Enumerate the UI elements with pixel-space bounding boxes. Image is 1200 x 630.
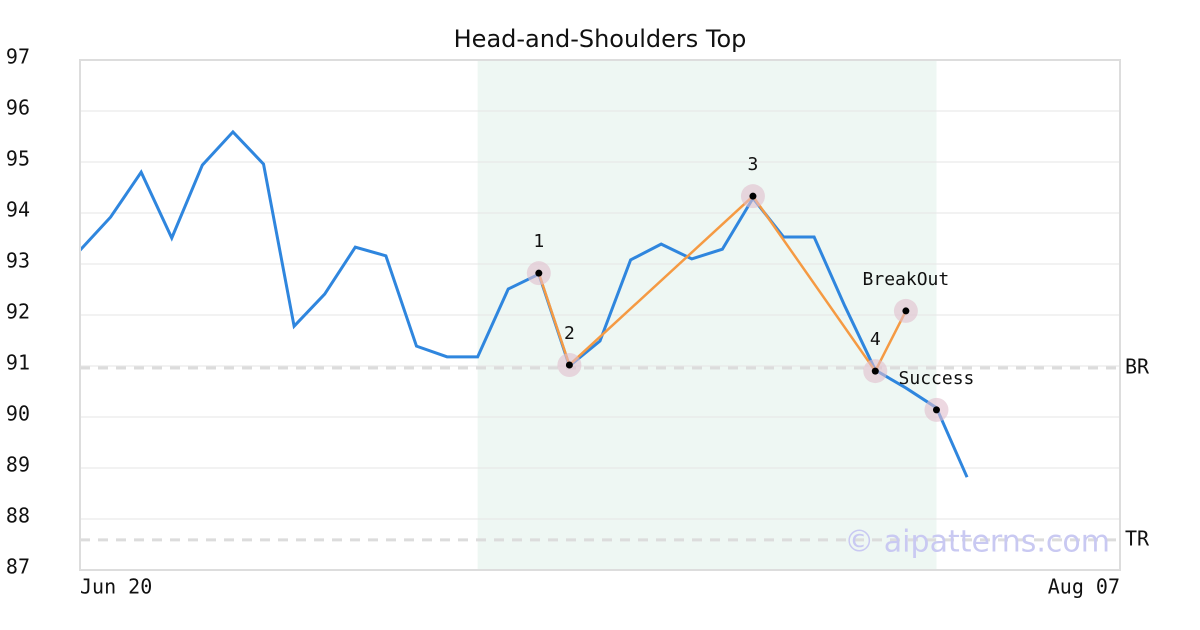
pattern-label: Success: [899, 368, 975, 389]
reference-label: BR: [1125, 355, 1150, 379]
pattern-point: [932, 406, 940, 414]
pattern-point: [535, 269, 543, 277]
y-tick-label: 91: [6, 351, 30, 375]
pattern-label: BreakOut: [863, 269, 950, 290]
chart-title: Head-and-Shoulders Top: [454, 25, 747, 53]
y-tick-label: 87: [6, 555, 30, 579]
pattern-point: [749, 192, 757, 200]
watermark: © aipatterns.com: [844, 525, 1110, 560]
pattern-label: 4: [870, 329, 881, 350]
reference-label: TR: [1125, 526, 1150, 550]
pattern-label: 2: [564, 323, 575, 344]
y-tick-label: 90: [6, 402, 30, 426]
y-tick-label: 97: [6, 45, 30, 69]
pattern-label: 1: [533, 231, 544, 252]
y-tick-label: 94: [6, 198, 30, 222]
pattern-point: [902, 307, 910, 315]
y-tick-label: 92: [6, 300, 30, 324]
plot-frame: [79, 59, 1121, 571]
pattern-point: [871, 367, 879, 375]
pattern-label: 3: [748, 154, 759, 175]
price-line: [78, 129, 969, 478]
y-tick-label: 96: [6, 96, 30, 120]
y-tick-label: 93: [6, 249, 30, 273]
y-tick-label: 89: [6, 453, 30, 477]
x-tick-label: Aug 07: [1048, 575, 1120, 599]
y-tick-label: 88: [6, 504, 30, 528]
x-tick-label: Jun 20: [80, 575, 152, 599]
y-tick-label: 95: [6, 147, 30, 171]
pattern-point: [565, 361, 573, 369]
